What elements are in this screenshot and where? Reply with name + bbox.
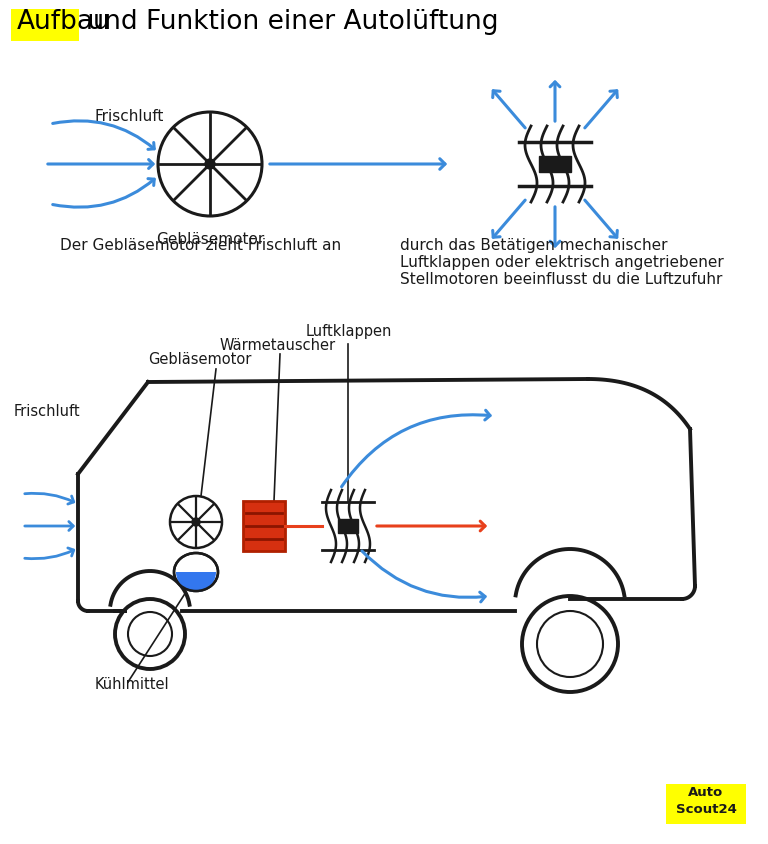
Text: Aufbau: Aufbau [17, 9, 111, 35]
Text: Wärmetauscher: Wärmetauscher [220, 338, 336, 353]
Text: Luftklappen oder elektrisch angetriebener: Luftklappen oder elektrisch angetriebene… [400, 255, 723, 270]
Text: Auto: Auto [688, 786, 723, 799]
FancyBboxPatch shape [539, 156, 571, 172]
Text: Der Gebläsemotor zieht Frischluft an: Der Gebläsemotor zieht Frischluft an [60, 238, 341, 253]
FancyBboxPatch shape [11, 9, 79, 41]
Text: Frischluft: Frischluft [14, 404, 81, 419]
Text: Scout24: Scout24 [676, 803, 737, 816]
Text: Frischluft: Frischluft [95, 109, 164, 124]
FancyBboxPatch shape [338, 519, 358, 533]
Text: Luftklappen: Luftklappen [306, 324, 392, 339]
Text: durch das Betätigen mechanischer: durch das Betätigen mechanischer [400, 238, 667, 253]
FancyBboxPatch shape [666, 784, 746, 824]
Wedge shape [176, 572, 216, 592]
Text: Stellmotoren beeinflusst du die Luftzufuhr: Stellmotoren beeinflusst du die Luftzufu… [400, 272, 723, 287]
Text: Gebläsemotor: Gebläsemotor [148, 352, 251, 367]
Circle shape [192, 518, 200, 526]
Text: und Funktion einer Autolüftung: und Funktion einer Autolüftung [79, 9, 498, 35]
Circle shape [205, 159, 215, 169]
FancyBboxPatch shape [243, 501, 285, 551]
Text: Gebläsemotor: Gebläsemotor [156, 232, 264, 247]
Text: Kühlmittel: Kühlmittel [95, 677, 170, 692]
